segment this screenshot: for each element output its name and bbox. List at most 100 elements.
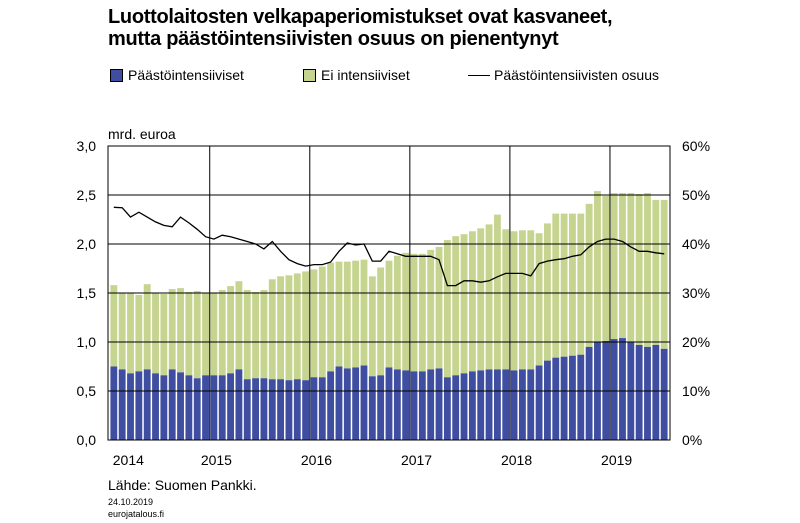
bar-non-intensive (468, 231, 476, 372)
bar-non-intensive (552, 213, 560, 358)
bar-intensive (127, 373, 134, 440)
bar-non-intensive (310, 269, 318, 378)
bar-non-intensive (177, 288, 184, 373)
bar-non-intensive (635, 194, 643, 345)
bar-non-intensive (352, 260, 360, 368)
x-tick-label: 2017 (401, 452, 432, 468)
bar-non-intensive (218, 290, 226, 376)
chart-title-line-1: Luottolaitosten velkapaperiomistukset ov… (108, 6, 613, 28)
bar-non-intensive (260, 290, 268, 379)
legend-swatch-intensive (110, 68, 123, 82)
y-tick-label-right: 20% (682, 334, 710, 350)
bar-non-intensive (377, 267, 385, 376)
bar-non-intensive (268, 279, 276, 380)
bar-intensive (435, 368, 443, 440)
bar-non-intensive (435, 246, 443, 369)
bar-non-intensive (393, 255, 401, 370)
bar-intensive (377, 375, 385, 440)
bar-intensive (252, 378, 260, 440)
bar-non-intensive (594, 191, 601, 342)
bar-intensive (577, 354, 585, 440)
bar-non-intensive (168, 289, 176, 370)
bar-intensive (493, 369, 501, 440)
bar-intensive (402, 370, 410, 440)
bar-non-intensive (418, 253, 426, 372)
bar-non-intensive (602, 195, 610, 342)
y-tick-label-left: 2,0 (77, 236, 97, 252)
bar-non-intensive (477, 228, 485, 371)
legend-item-share: Päästöintensiivisten osuus (468, 67, 659, 83)
bar-intensive (285, 380, 293, 440)
bar-non-intensive (518, 230, 526, 370)
bar-non-intensive (527, 230, 535, 370)
publish-date: 24.10.2019 (108, 497, 154, 507)
bar-intensive (293, 379, 301, 440)
bar-intensive (243, 379, 251, 440)
bar-intensive (385, 367, 393, 440)
bar-non-intensive (285, 275, 293, 381)
y-tick-label-left: 1,0 (77, 334, 97, 350)
y-tick-label-left: 1,5 (77, 285, 97, 301)
bar-non-intensive (160, 293, 168, 376)
bar-non-intensive (368, 276, 376, 377)
bar-intensive (160, 375, 168, 440)
bar-non-intensive (485, 224, 493, 370)
bar-intensive (202, 375, 209, 440)
bar-non-intensive (327, 262, 335, 372)
bar-intensive (218, 375, 226, 440)
line-share (113, 206, 665, 287)
bar-intensive (485, 369, 493, 440)
bar-intensive (410, 371, 418, 440)
bar-non-intensive (577, 213, 585, 355)
bar-intensive (427, 369, 435, 440)
bar-non-intensive (493, 214, 501, 370)
bar-non-intensive (118, 293, 126, 370)
bar-intensive (185, 375, 193, 440)
bar-non-intensive (510, 231, 518, 371)
bar-intensive (443, 377, 451, 440)
plot-frame (107, 145, 671, 441)
y-axis-unit-label: mrd. euroa (108, 126, 176, 142)
bar-intensive (235, 369, 243, 440)
bar-non-intensive (452, 236, 460, 376)
bar-intensive (468, 371, 476, 440)
bar-non-intensive (277, 276, 285, 380)
legend-label-intensive: Päästöintensiiviset (128, 67, 244, 83)
bar-intensive (177, 372, 184, 440)
chart-title: Luottolaitosten velkapaperiomistukset ov… (108, 6, 613, 50)
source-text: Lähde: Suomen Pankki. (108, 477, 257, 493)
bar-non-intensive (110, 285, 118, 367)
bar-intensive (660, 348, 668, 440)
bar-non-intensive (302, 271, 310, 381)
bar-intensive (352, 367, 360, 440)
y-tick-label-right: 0% (682, 432, 702, 448)
bar-intensive (518, 369, 526, 440)
bar-non-intensive (569, 213, 576, 356)
bar-non-intensive (385, 260, 393, 368)
bar-intensive (644, 346, 651, 440)
bar-non-intensive (502, 229, 510, 370)
bar-non-intensive (627, 193, 635, 342)
bar-non-intensive (610, 193, 618, 340)
bar-intensive (277, 379, 285, 440)
bar-non-intensive (402, 252, 410, 371)
bar-intensive (260, 378, 268, 440)
bar-intensive (452, 375, 460, 440)
bar-intensive (552, 357, 560, 440)
bar-intensive (118, 369, 126, 440)
x-tick-label: 2018 (501, 452, 532, 468)
y-tick-label-left: 3,0 (77, 138, 97, 154)
y-tick-label-right: 40% (682, 236, 710, 252)
bar-intensive (652, 344, 660, 440)
bar-intensive (610, 339, 618, 440)
bar-non-intensive (644, 193, 651, 347)
y-tick-label-left: 0,5 (77, 383, 97, 399)
bar-intensive (477, 370, 485, 440)
legend-item-intensive: Päästöintensiiviset (110, 67, 244, 83)
bar-intensive (569, 355, 576, 440)
bar-non-intensive (335, 261, 343, 367)
x-tick-label: 2014 (113, 452, 144, 468)
bar-intensive (193, 378, 201, 440)
bar-intensive (360, 365, 368, 440)
